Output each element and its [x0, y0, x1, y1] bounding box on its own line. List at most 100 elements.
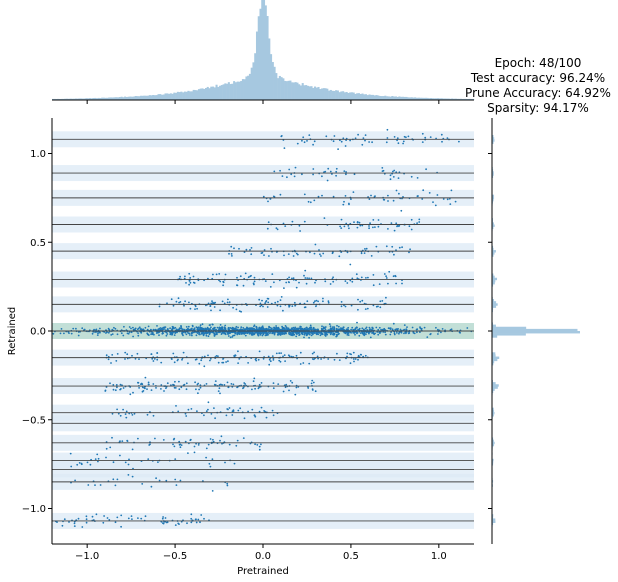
top-hist-bar	[310, 86, 313, 100]
scatter-point	[150, 353, 153, 355]
scatter-point	[251, 329, 254, 331]
scatter-point	[361, 299, 364, 302]
scatter-point	[400, 209, 403, 212]
scatter-point	[364, 248, 366, 250]
scatter-point	[275, 325, 277, 327]
scatter-point	[329, 333, 332, 336]
scatter-point	[196, 410, 198, 413]
right-hist-bar	[492, 480, 494, 483]
scatter-point	[297, 331, 300, 334]
scatter-point	[356, 221, 359, 224]
scatter-point	[91, 515, 94, 518]
scatter-point	[368, 225, 370, 227]
scatter-point	[260, 327, 263, 330]
scatter-point	[163, 390, 165, 392]
marginal-y-histogram	[492, 128, 580, 530]
top-hist-bar	[243, 79, 246, 100]
scatter-point	[142, 390, 145, 392]
scatter-point	[244, 383, 247, 385]
scatter-point	[209, 359, 211, 362]
scatter-point	[305, 328, 308, 331]
right-hist-bar	[492, 522, 494, 526]
scatter-point	[312, 301, 315, 304]
scatter-point	[187, 362, 189, 365]
scatter-point	[257, 334, 260, 337]
x-tick-label: −1.0	[75, 551, 99, 562]
right-hist-bar	[492, 282, 495, 285]
scatter-point	[219, 392, 221, 395]
scatter-point	[311, 352, 314, 355]
right-hist-bar	[492, 331, 580, 334]
scatter-point	[137, 437, 139, 440]
top-hist-bar	[468, 98, 471, 100]
top-hist-bar	[226, 83, 229, 100]
scatter-point	[185, 333, 188, 336]
scatter-point	[170, 358, 173, 360]
scatter-point	[393, 253, 395, 256]
top-hist-bar	[280, 77, 283, 100]
scatter-point	[73, 522, 76, 525]
right-hist-bar	[492, 173, 494, 176]
scatter-point	[81, 526, 84, 528]
scatter-point	[121, 440, 124, 442]
top-hist-bar	[368, 94, 371, 100]
scatter-point	[114, 484, 117, 487]
scatter-point	[287, 253, 290, 256]
scatter-point	[87, 484, 90, 486]
scatter-point	[382, 331, 385, 333]
scatter-point	[107, 331, 110, 334]
scatter-point	[253, 333, 256, 336]
scatter-point	[267, 221, 270, 224]
scatter-point	[392, 199, 395, 202]
scatter-point	[112, 384, 115, 386]
scatter-point	[104, 390, 107, 392]
scatter-point	[72, 327, 75, 330]
scatter-point	[331, 173, 333, 175]
scatter-point	[111, 333, 114, 335]
scatter-point	[237, 326, 240, 329]
scatter-point	[258, 383, 261, 386]
scatter-point	[59, 332, 62, 335]
scatter-point	[320, 255, 322, 257]
top-hist-bar	[421, 97, 424, 100]
top-hist-bar	[139, 95, 142, 100]
scatter-point	[275, 352, 278, 355]
scatter-point	[258, 326, 261, 329]
scatter-point	[264, 331, 267, 334]
scatter-point	[272, 414, 275, 417]
scatter-point	[159, 329, 162, 331]
scatter-point	[183, 277, 186, 280]
scatter-point	[398, 225, 400, 228]
scatter-point	[354, 333, 356, 336]
scatter-point	[222, 280, 225, 283]
scatter-point	[340, 305, 343, 308]
scatter-point	[73, 525, 76, 527]
right-hist-bar	[492, 198, 494, 202]
scatter-point	[279, 334, 282, 336]
scatter-point	[351, 280, 354, 283]
scatter-point	[156, 332, 158, 334]
scatter-point	[361, 327, 364, 330]
scatter-point	[250, 253, 253, 256]
scatter-point	[312, 381, 315, 384]
scatter-point	[133, 412, 136, 415]
scatter-point	[324, 333, 327, 336]
scatter-point	[158, 334, 160, 337]
scatter-point	[174, 380, 176, 383]
scatter-point	[253, 414, 256, 417]
scatter-point	[160, 388, 162, 390]
scatter-point	[194, 305, 197, 308]
top-hist-bar	[97, 97, 100, 100]
top-hist-bar	[206, 86, 209, 100]
top-hist-bar	[162, 94, 165, 100]
scatter-point	[276, 228, 279, 231]
scatter-point	[310, 277, 313, 280]
scatter-point	[454, 200, 457, 203]
scatter-point	[110, 334, 113, 336]
scatter-point	[370, 255, 373, 257]
scatter-point	[175, 300, 178, 303]
scatter-point	[131, 475, 134, 478]
top-hist-bar	[345, 91, 348, 100]
scatter-point	[294, 393, 297, 396]
right-hist-bar	[492, 516, 494, 519]
